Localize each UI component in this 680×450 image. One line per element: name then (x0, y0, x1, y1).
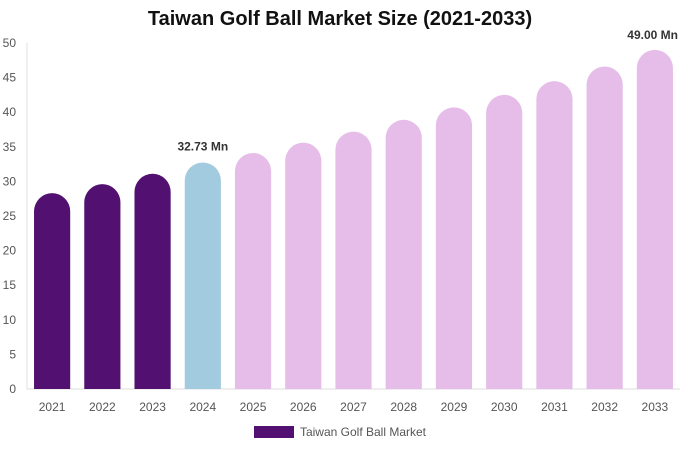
bar-2031 (536, 81, 573, 390)
bar-2027 (335, 131, 372, 390)
x-tick-label: 2026 (290, 400, 317, 414)
y-tick-label: 40 (3, 105, 17, 119)
x-tick-label: 2028 (390, 400, 417, 414)
legend: Taiwan Golf Ball Market (0, 425, 680, 439)
chart-bars (34, 49, 673, 390)
x-tick-label: 2021 (39, 400, 66, 414)
y-tick-label: 45 (3, 71, 17, 85)
x-tick-label: 2022 (89, 400, 116, 414)
bar-2022 (84, 184, 121, 389)
x-tick-label: 2033 (642, 400, 669, 414)
x-tick-label: 2030 (491, 400, 518, 414)
x-tick-label: 2031 (541, 400, 568, 414)
x-tick-label: 2032 (591, 400, 618, 414)
y-tick-label: 15 (3, 278, 17, 292)
y-tick-label: 35 (3, 140, 17, 154)
bar-2029 (435, 107, 473, 390)
legend-swatch (253, 426, 294, 438)
chart-title: Taiwan Golf Ball Market Size (2021-2033) (147, 8, 533, 30)
y-tick-label: 50 (3, 36, 17, 50)
bar-2024 (184, 162, 221, 389)
bar-2032 (586, 66, 623, 389)
y-tick-label: 0 (9, 382, 16, 396)
x-tick-label: 2025 (240, 400, 267, 414)
bar-2026 (285, 142, 322, 389)
y-tick-label: 25 (3, 209, 17, 223)
x-tick-label: 2029 (441, 400, 468, 414)
x-tick-label: 2027 (340, 400, 367, 414)
bar-2023 (134, 173, 171, 389)
y-tick-label: 30 (3, 174, 17, 188)
data-label: 49.00 Mn (627, 28, 678, 42)
bar-2033 (636, 49, 673, 389)
legend-label: Taiwan Golf Ball Market (299, 425, 427, 439)
x-tick-label: 2023 (139, 400, 166, 414)
bar-2021 (34, 193, 71, 389)
x-tick-label: 2024 (189, 400, 216, 414)
y-tick-label: 20 (3, 244, 17, 258)
y-tick-label: 5 (9, 347, 16, 361)
data-label: 32.73 Mn (177, 140, 228, 154)
bar-2025 (234, 153, 272, 389)
y-tick-label: 10 (3, 313, 17, 327)
bar-2028 (385, 119, 422, 389)
chart-labels: 2021 2022 2023 2024 2025 2026 2027 2028 2029 2030… (39, 28, 678, 414)
bar-2030 (486, 94, 523, 389)
